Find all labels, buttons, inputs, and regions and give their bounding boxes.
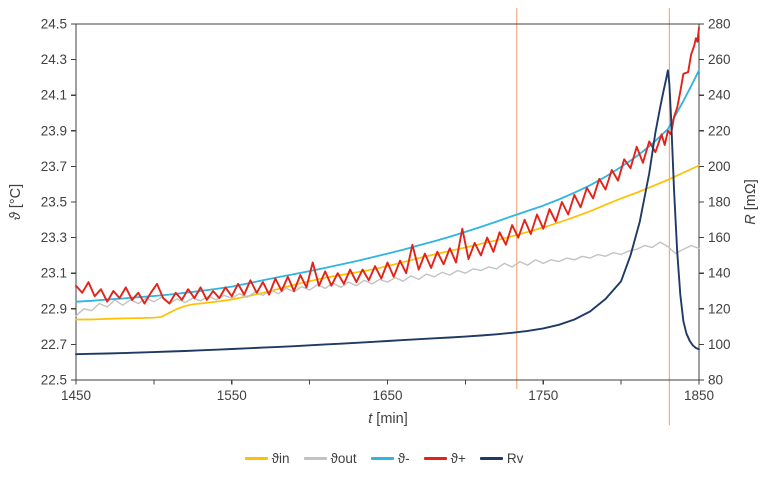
y-left-axis-title: ϑ [°C] bbox=[8, 184, 24, 220]
x-axis-symbol: t bbox=[368, 411, 373, 427]
y-right-tick-label: 240 bbox=[708, 88, 731, 103]
legend-swatch-theta-minus bbox=[370, 457, 394, 460]
legend-item-theta-minus: ϑ- bbox=[370, 451, 410, 466]
y-left-axis-unit: [°C] bbox=[8, 183, 24, 209]
y-right-tick-label: 80 bbox=[708, 373, 723, 388]
y-right-tick-label: 100 bbox=[708, 337, 731, 352]
legend-swatch-theta-in bbox=[244, 457, 268, 460]
y-right-axis-symbol: R bbox=[743, 214, 759, 225]
y-left-tick-label: 23.5 bbox=[41, 195, 67, 210]
x-axis-tick-label: 1550 bbox=[217, 388, 247, 403]
x-axis-unit: [min] bbox=[376, 411, 408, 427]
y-left-tick-label: 23.9 bbox=[41, 123, 67, 138]
series-line-rv bbox=[75, 69, 700, 356]
y-left-axis-symbol: ϑ bbox=[8, 212, 24, 221]
y-right-tick-label: 200 bbox=[708, 159, 731, 174]
y-right-axis-title: R [mΩ] bbox=[743, 179, 759, 224]
legend-swatch-rv bbox=[479, 457, 503, 460]
legend-swatch-theta-plus bbox=[423, 457, 447, 460]
y-left-tick-label: 22.7 bbox=[41, 337, 67, 352]
y-right-tick-label: 260 bbox=[708, 52, 731, 67]
y-right-axis-unit: [mΩ] bbox=[743, 179, 759, 211]
legend-label-theta-plus: ϑ+ bbox=[450, 451, 466, 466]
y-left-tick-label: 22.9 bbox=[41, 301, 67, 316]
y-left-tick-label: 24.1 bbox=[41, 88, 67, 103]
x-axis-title: t [min] bbox=[368, 411, 407, 427]
legend-label-theta-in: ϑin bbox=[271, 451, 290, 466]
y-left-tick-label: 24.3 bbox=[41, 52, 67, 67]
y-right-tick-label: 160 bbox=[708, 230, 731, 245]
y-right-tick-label: 140 bbox=[708, 266, 731, 281]
series-line-theta-out bbox=[75, 241, 700, 317]
plot-frame bbox=[75, 23, 700, 381]
series-line-theta-plus bbox=[75, 26, 700, 305]
y-left-tick-label: 24.5 bbox=[41, 17, 67, 32]
series-line-theta-minus bbox=[75, 69, 700, 303]
legend-swatch-theta-out bbox=[303, 457, 327, 460]
y-left-tick-label: 23.3 bbox=[41, 230, 67, 245]
y-left-tick-label: 22.5 bbox=[41, 373, 67, 388]
y-left-tick-label: 23.7 bbox=[41, 159, 67, 174]
x-axis-tick-label: 1850 bbox=[684, 388, 714, 403]
x-axis-tick-label: 1450 bbox=[61, 388, 91, 403]
legend-item-theta-in: ϑin bbox=[244, 451, 290, 466]
x-axis-tick-label: 1650 bbox=[372, 388, 402, 403]
y-right-tick-label: 180 bbox=[708, 195, 731, 210]
y-right-tick-label: 120 bbox=[708, 301, 731, 316]
legend-label-theta-out: ϑout bbox=[330, 451, 357, 466]
legend-label-rv: Rv bbox=[506, 451, 524, 466]
y-right-tick-label: 280 bbox=[708, 17, 731, 32]
legend-item-theta-out: ϑout bbox=[303, 451, 357, 466]
chart-legend: ϑin ϑout ϑ-ϑ+ Rv bbox=[0, 451, 768, 466]
legend-item-rv: Rv bbox=[479, 451, 524, 466]
y-right-tick-label: 220 bbox=[708, 123, 731, 138]
x-axis-tick-label: 1750 bbox=[528, 388, 558, 403]
y-left-tick-label: 23.1 bbox=[41, 266, 67, 281]
legend-label-theta-minus: ϑ- bbox=[397, 451, 410, 466]
legend-item-theta-plus: ϑ+ bbox=[423, 451, 466, 466]
